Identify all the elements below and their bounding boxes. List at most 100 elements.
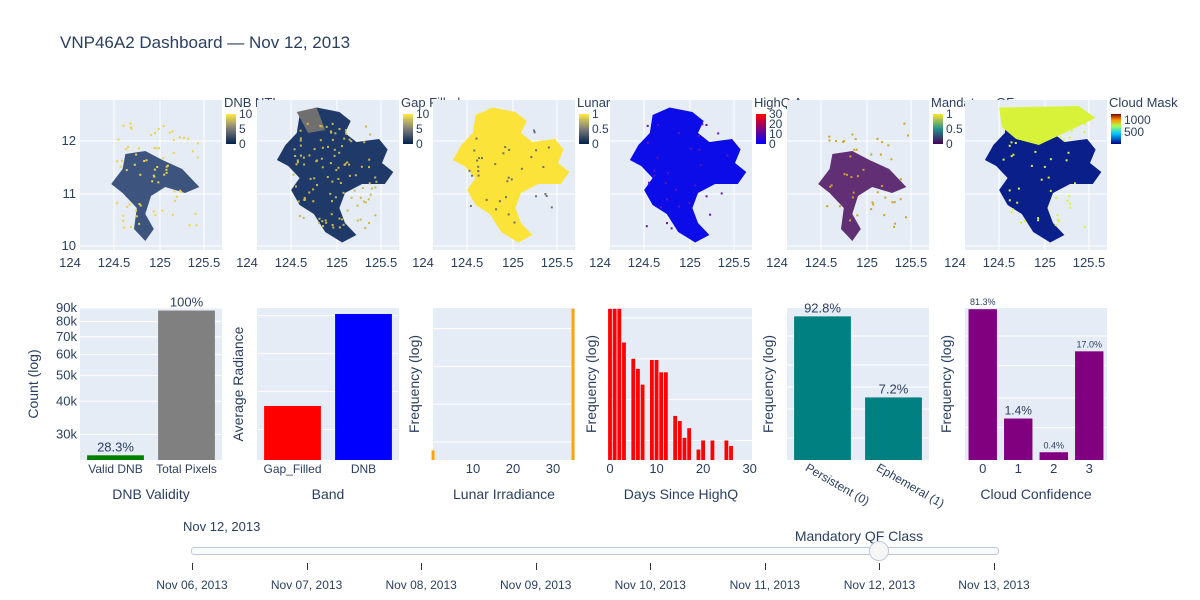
bar-dnb-validity [158, 310, 215, 460]
hist-bar [677, 421, 682, 460]
date-slider-track[interactable] [191, 547, 999, 555]
slider-current-date: Nov 12, 2013 [183, 519, 261, 534]
bar-value-label: 28.3% [97, 439, 134, 454]
map-ytick: 11 [63, 186, 77, 201]
map-ytick: 12 [62, 133, 76, 148]
colorbar-tick: 10 [239, 107, 253, 121]
map-xtick: 124.5 [451, 255, 484, 270]
hist-bar [571, 308, 575, 460]
colorbar-tick: 0 [592, 137, 599, 151]
bar-cloud-confidence [968, 309, 997, 460]
colorbar-tick: 0.5 [592, 122, 609, 136]
bar-ylabel: Average Radiance [230, 326, 246, 441]
hist-bar [608, 308, 612, 460]
hist-bar [636, 368, 640, 460]
map-xtick: 125.5 [718, 255, 751, 270]
hist-bar [673, 415, 678, 460]
slider-tick-mark [535, 563, 537, 570]
bar-ytick: 90k [56, 300, 77, 315]
bar-mqf [794, 316, 851, 460]
slider-tick-mark [306, 563, 308, 570]
bar-band [335, 314, 392, 460]
hist-bar [663, 372, 668, 460]
colorbar-tick: 10 [416, 107, 430, 121]
bar-ylabel: Frequency (log) [938, 335, 954, 433]
hist-bar [729, 446, 733, 460]
colorbar-lunar [579, 114, 589, 144]
bar-ylabel: Count (log) [25, 349, 41, 418]
slider-tick-label[interactable]: Nov 10, 2013 [614, 578, 686, 592]
map-xtick: 124 [766, 255, 788, 270]
colorbar-title-cloud: Cloud Mask [1109, 95, 1178, 110]
colorbar-dnb [226, 114, 236, 144]
bar-value-label: 7.2% [879, 381, 909, 396]
dashboard-title: VNP46A2 Dashboard — Nov 12, 2013 [60, 33, 351, 52]
map-xtick: 125 [326, 255, 348, 270]
hist-bar [654, 360, 659, 460]
hist-xtick: 20 [506, 461, 520, 476]
bar-ytick: 40k [56, 393, 77, 408]
bar-ytick: 50k [56, 368, 77, 383]
slider-tick-label[interactable]: Nov 06, 2013 [156, 578, 228, 592]
map-xtick: 125 [1034, 255, 1056, 270]
map-cloud-landmass [984, 107, 1102, 243]
bar-ytick: 60k [56, 347, 77, 362]
bar-dnb-validity [87, 455, 144, 460]
colorbar-tick: 5 [416, 122, 423, 136]
bar-panel-3: 0 10 20 30 Frequency (log) Days Since HighQ [583, 308, 757, 502]
map-highq-landmass [629, 107, 747, 243]
map-xtick: 124 [944, 255, 966, 270]
slider-tick-mark [879, 563, 881, 570]
colorbar-tick: 1 [946, 107, 953, 121]
slider-tick-mark [764, 563, 766, 570]
bar-cloud-confidence [1075, 351, 1104, 460]
colorbar-tick: 0 [239, 137, 246, 151]
hist-bar [617, 308, 622, 460]
bar-xlabel: Cloud Confidence [980, 486, 1092, 502]
map-xtick: 125.5 [188, 255, 221, 270]
slider-tick-mark [994, 563, 995, 570]
hist-xtick: 30 [742, 461, 756, 476]
bar-mqf [865, 397, 922, 460]
bar-value-label: 92.8% [804, 300, 841, 315]
hist-xtick: 10 [649, 461, 663, 476]
slider-tick-label[interactable]: Nov 08, 2013 [385, 578, 457, 592]
date-slider-handle[interactable] [869, 541, 890, 561]
hist-bar [682, 437, 687, 460]
bar-ylabel: Frequency (log) [760, 335, 776, 433]
bar-band [264, 405, 321, 460]
map-cloud-highconf [999, 106, 1096, 145]
colorbar-tick: 0.5 [946, 122, 963, 136]
slider-tick-mark [421, 563, 423, 570]
colorbar-tick: 30 [769, 107, 783, 121]
slider-tick-label[interactable]: Nov 09, 2013 [500, 578, 572, 592]
map-gap-patch [296, 107, 326, 133]
bar-value-label: 81.3% [970, 297, 996, 307]
hist-xtick: 0 [606, 461, 613, 476]
map-xtick: 124.5 [98, 255, 131, 270]
slider-tick-label[interactable]: Nov 07, 2013 [270, 578, 343, 592]
bar-ylabel: Frequency (log) [406, 335, 422, 433]
map-xtick: 124 [236, 255, 258, 270]
bar-category-label: Total Pixels [156, 462, 217, 476]
slider-tick-label[interactable]: Nov 13, 2013 [958, 578, 1030, 592]
bar-value-label: 17.0% [1076, 339, 1102, 349]
map-ytick: 10 [62, 238, 76, 253]
colorbar-tick: 20 [769, 117, 783, 131]
bar-category-label: Gap_Filled [263, 462, 321, 476]
map-xtick: 124.5 [628, 255, 661, 270]
hist-bar [612, 308, 617, 460]
bar-category-label: Ephemeral (1) [874, 460, 947, 510]
slider-tick-label[interactable]: Nov 11, 2013 [729, 578, 801, 592]
bar-cloud-confidence [1004, 418, 1033, 460]
slider-tick-label[interactable]: Nov 12, 2013 [843, 578, 916, 592]
map-xtick: 124.5 [983, 255, 1016, 270]
map-xtick: 124 [59, 255, 81, 270]
hist-bar [710, 440, 715, 460]
